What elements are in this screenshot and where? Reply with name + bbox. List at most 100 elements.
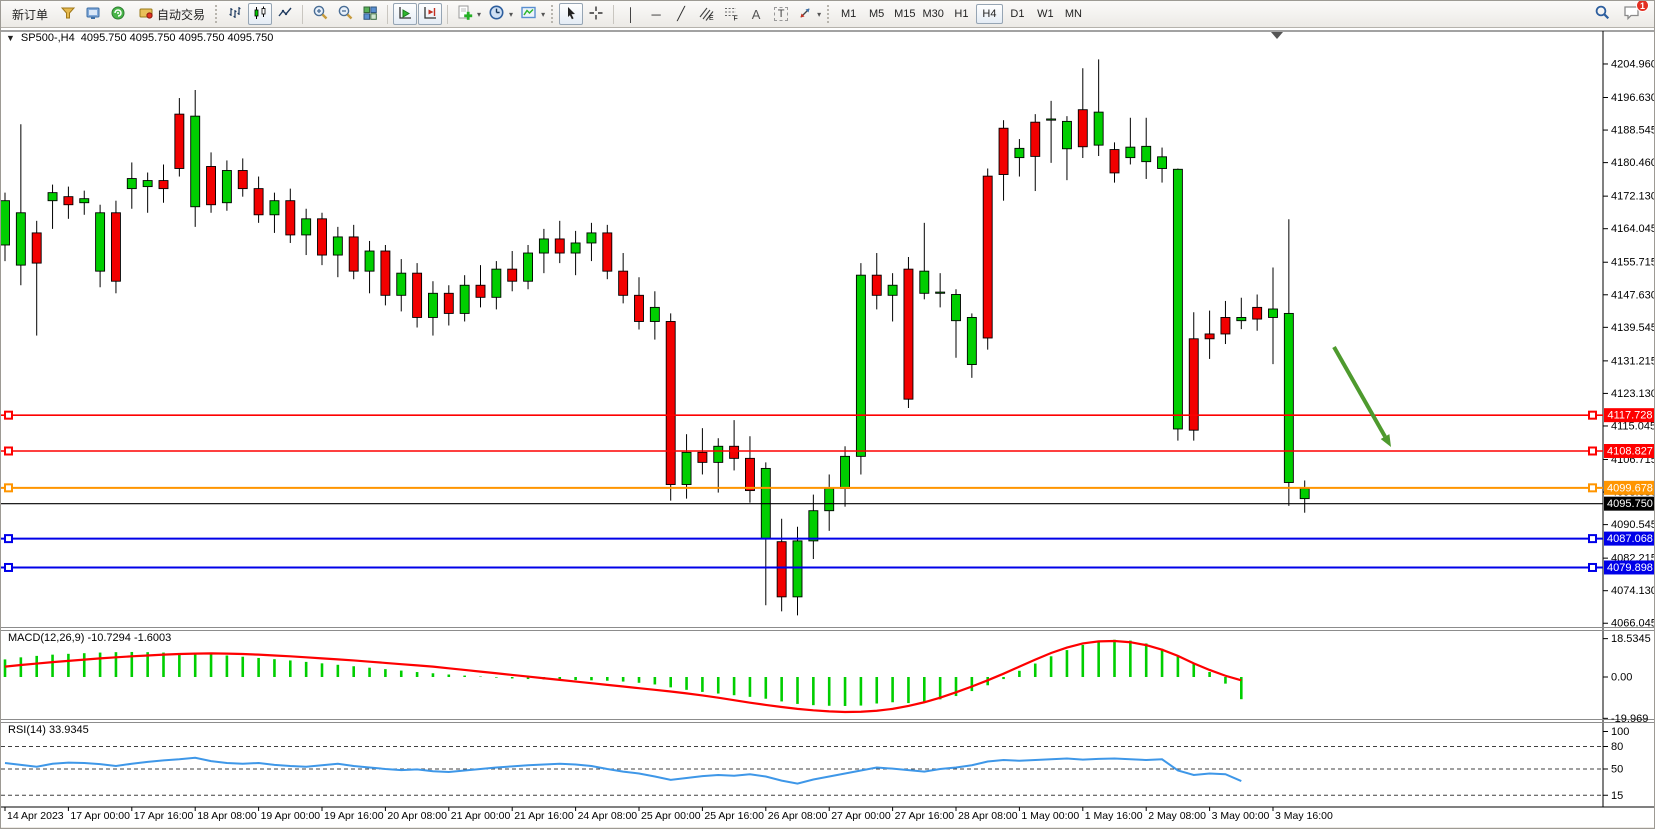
search-button[interactable] [1590,3,1614,25]
crosshair-icon [588,5,604,24]
zoom-out-button[interactable] [333,3,357,25]
svg-text:4180.460: 4180.460 [1611,157,1655,169]
svg-text:4099.678: 4099.678 [1607,482,1653,494]
svg-text:21 Apr 16:00: 21 Apr 16:00 [514,810,574,822]
chevron-down-icon: ▾ [477,9,482,19]
toolbar-grip [551,5,554,23]
shapes-button[interactable]: ▾ [794,3,824,25]
toolbar-separator [302,4,304,24]
tile-windows-icon [362,5,378,24]
horizontal-lines: 4117.728 4108.827 4099.678 4095.750 4087.068… [1,408,1654,575]
notifications-button[interactable]: 1 [1620,1,1649,25]
cursor-button[interactable] [559,3,584,25]
channel-button[interactable]: E [694,3,718,25]
svg-text:20 Apr 08:00: 20 Apr 08:00 [387,810,447,822]
svg-text:4196.630: 4196.630 [1611,92,1655,104]
svg-text:15: 15 [1611,790,1623,802]
svg-text:26 Apr 08:00: 26 Apr 08:00 [768,810,828,822]
notification-badge: 1 [1636,1,1649,12]
chart-shift-button[interactable] [418,3,443,25]
toolbar-separator [613,4,615,24]
svg-text:4090.545: 4090.545 [1611,519,1655,531]
text-tool-button[interactable]: A [744,3,768,25]
vertical-line-button[interactable]: │ [619,3,643,25]
chart-frame [1,30,1654,828]
shift-marker-icon [1271,32,1283,39]
tab-m30[interactable]: M30 [922,8,944,20]
crosshair-button[interactable] [584,3,608,25]
label-tool-button[interactable]: T [769,3,793,25]
tab-w1[interactable]: W1 [1037,8,1054,20]
line-chart-icon [277,5,293,24]
channel-icon: E [698,5,714,24]
funnel-button[interactable] [56,3,80,25]
zoom-out-icon [337,4,354,24]
cursor-icon [563,5,579,24]
svg-text:4188.545: 4188.545 [1611,125,1655,137]
autotrade-button[interactable]: 自动交易 [131,3,212,25]
new-order-button[interactable]: 新订单 [5,3,55,25]
tab-m15[interactable]: M15 [894,8,916,20]
fibonacci-button[interactable]: F [719,3,743,25]
templates-button[interactable]: ▾ [517,3,548,25]
horizontal-line-button[interactable]: ─ [644,3,668,25]
indicators-button[interactable]: ▾ [453,3,484,25]
svg-text:2 May 08:00: 2 May 08:00 [1148,810,1206,822]
toolbar-separator [447,4,449,24]
chart-area[interactable]: 4204.960 4196.630 4188.545 4180.460 4172.130… [1,28,1655,829]
svg-text:17 Apr 00:00: 17 Apr 00:00 [70,810,130,822]
svg-text:4155.715: 4155.715 [1611,257,1655,269]
chevron-down-icon: ▾ [509,9,514,19]
bar-chart-icon [227,5,243,24]
toolbar-grip [215,5,218,23]
svg-text:19 Apr 16:00: 19 Apr 16:00 [324,810,384,822]
profile-button[interactable] [81,3,105,25]
chevron-down-icon: ▾ [817,9,822,19]
collapse-icon[interactable]: ▼ [6,33,15,43]
auto-scroll-button[interactable] [393,3,418,25]
price-chart[interactable]: 4204.960 4196.630 4188.545 4180.460 4172.130… [1,28,1655,829]
tab-m5[interactable]: M5 [868,8,885,20]
line-chart-button[interactable] [273,3,297,25]
svg-text:4095.750: 4095.750 [1607,498,1653,510]
annotation-arrowhead [1380,434,1391,447]
rsi-indicator-label: RSI(14) 33.9345 [8,724,89,736]
svg-text:4087.068: 4087.068 [1607,533,1653,545]
main-toolbar: 新订单 自动交易 [1,1,1654,28]
svg-text:1 May 16:00: 1 May 16:00 [1085,810,1143,822]
shapes-arrows-icon [797,5,813,24]
trendline-button[interactable]: ╱ [669,3,693,25]
signals-button[interactable] [106,3,130,25]
svg-text:1 May 00:00: 1 May 00:00 [1021,810,1079,822]
tab-h1[interactable]: H1 [954,8,969,20]
clock-icon [488,4,505,24]
svg-text:24 Apr 08:00: 24 Apr 08:00 [578,810,638,822]
tab-m1[interactable]: M1 [840,8,857,20]
svg-text:4204.960: 4204.960 [1611,58,1655,70]
svg-text:4115.045: 4115.045 [1611,420,1655,432]
zoom-in-button[interactable] [308,3,332,25]
svg-text:3 May 00:00: 3 May 00:00 [1212,810,1270,822]
svg-text:4139.545: 4139.545 [1611,322,1655,334]
svg-text:4164.045: 4164.045 [1611,223,1655,235]
macd-indicator-label: MACD(12,26,9) -10.7294 -1.6003 [8,632,172,644]
svg-text:100: 100 [1611,726,1629,738]
trendline-icon: ╱ [677,6,685,21]
bar-chart-button[interactable] [223,3,247,25]
tab-d1[interactable]: D1 [1010,8,1025,20]
candlestick-button[interactable] [248,3,273,25]
tab-mn[interactable]: MN [1064,8,1082,20]
svg-text:4147.630: 4147.630 [1611,289,1655,301]
price-axis: 4204.960 4196.630 4188.545 4180.460 4172.130… [1603,58,1655,630]
tab-h4[interactable]: H4 [975,4,1003,24]
periods-button[interactable]: ▾ [485,3,516,25]
profile-icon [85,5,101,24]
annotation-arrow [1332,346,1387,438]
tile-windows-button[interactable] [358,3,382,25]
svg-text:19 Apr 00:00: 19 Apr 00:00 [261,810,321,822]
candles [1,59,1310,616]
fibonacci-icon: F [723,5,739,24]
svg-text:4074.130: 4074.130 [1611,585,1655,597]
